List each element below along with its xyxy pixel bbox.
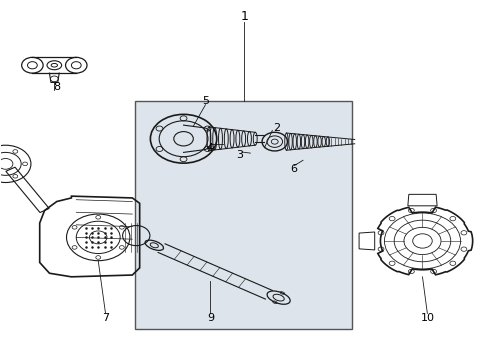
Text: 1: 1 [240,10,248,23]
Text: 3: 3 [236,150,243,160]
Text: 10: 10 [420,313,433,323]
Text: 5: 5 [202,96,208,106]
Text: 6: 6 [289,164,296,174]
Text: 2: 2 [272,123,279,133]
Text: 7: 7 [102,313,109,323]
Text: 8: 8 [53,82,60,92]
Text: 9: 9 [206,313,213,323]
Bar [135,101,351,329]
Text: 4: 4 [206,143,213,153]
